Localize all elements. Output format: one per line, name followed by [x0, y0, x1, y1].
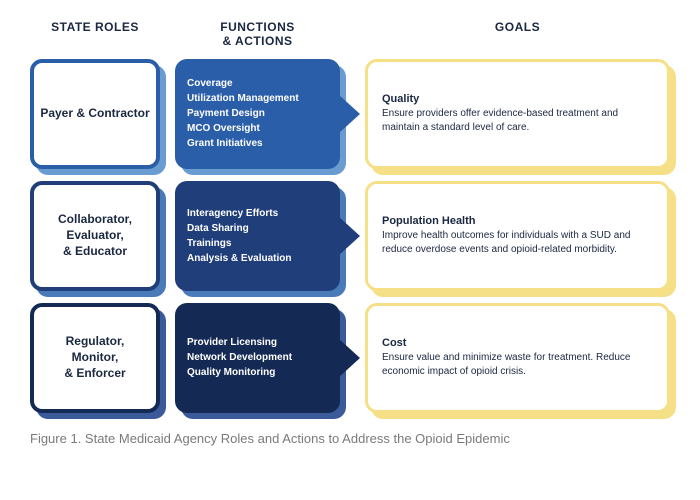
role-label: Payer & Contractor [30, 59, 160, 169]
role-box: Collaborator,Evaluator,& Educator [30, 181, 160, 291]
function-item: Provider Licensing [187, 335, 328, 350]
function-item: Quality Monitoring [187, 365, 328, 380]
functions-box: Interagency EffortsData SharingTrainings… [175, 181, 340, 291]
header-goals: GOALS [365, 20, 670, 49]
goal-body: Ensure value and minimize waste for trea… [382, 351, 653, 378]
role-label: Collaborator,Evaluator,& Educator [30, 181, 160, 291]
role-label: Regulator,Monitor,& Enforcer [30, 303, 160, 413]
function-item: Utilization Management [187, 91, 328, 106]
goal-body: Improve health outcomes for individuals … [382, 229, 653, 256]
function-item: Data Sharing [187, 221, 328, 236]
goal-title: Population Health [382, 215, 653, 227]
function-item: Grant Initiatives [187, 136, 328, 151]
column-headers: STATE ROLES FUNCTIONS & ACTIONS GOALS [30, 20, 670, 49]
functions-box: Provider LicensingNetwork DevelopmentQua… [175, 303, 340, 413]
header-functions-actions: FUNCTIONS & ACTIONS [175, 20, 340, 49]
functions-box: CoverageUtilization ManagementPayment De… [175, 59, 340, 169]
goal-body: Ensure providers offer evidence-based tr… [382, 107, 653, 134]
arrow-icon [340, 181, 365, 291]
function-item: Coverage [187, 76, 328, 91]
function-item: Interagency Efforts [187, 206, 328, 221]
function-item: Payment Design [187, 106, 328, 121]
figure-caption: Figure 1. State Medicaid Agency Roles an… [30, 431, 670, 446]
goal-title: Cost [382, 337, 653, 349]
role-box: Payer & Contractor [30, 59, 160, 169]
arrow-icon [340, 59, 365, 169]
function-item: Analysis & Evaluation [187, 251, 328, 266]
goal-box: Quality Ensure providers offer evidence-… [365, 59, 670, 169]
diagram-row: Collaborator,Evaluator,& Educator Intera… [30, 181, 670, 291]
diagram-rows: Payer & Contractor CoverageUtilization M… [30, 59, 670, 413]
diagram-row: Payer & Contractor CoverageUtilization M… [30, 59, 670, 169]
diagram-row: Regulator,Monitor,& Enforcer Provider Li… [30, 303, 670, 413]
goal-title: Quality [382, 93, 653, 105]
goal-box: Population Health Improve health outcome… [365, 181, 670, 291]
header-state-roles: STATE ROLES [30, 20, 160, 49]
role-box: Regulator,Monitor,& Enforcer [30, 303, 160, 413]
function-item: Trainings [187, 236, 328, 251]
arrow-icon [340, 303, 365, 413]
function-item: Network Development [187, 350, 328, 365]
function-item: MCO Oversight [187, 121, 328, 136]
goal-box: Cost Ensure value and minimize waste for… [365, 303, 670, 413]
